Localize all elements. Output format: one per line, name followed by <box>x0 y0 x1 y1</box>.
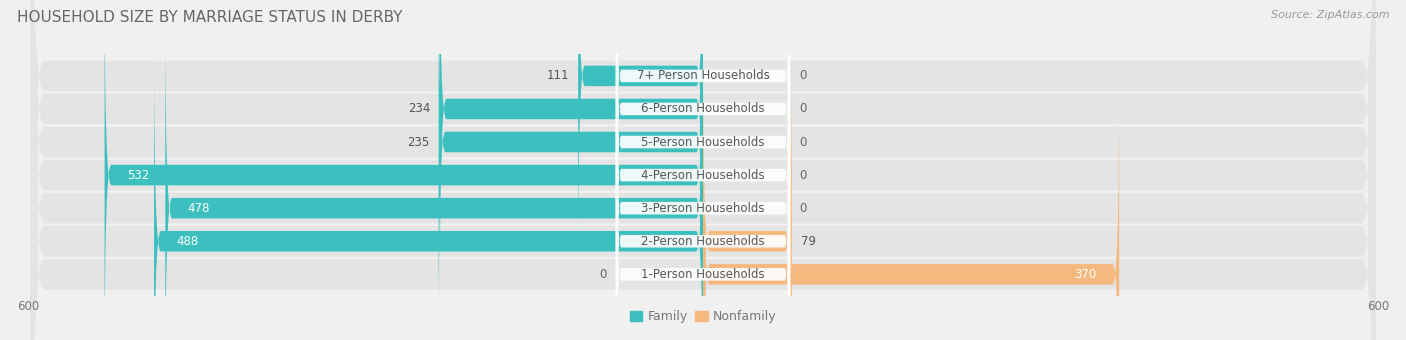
FancyBboxPatch shape <box>31 0 1375 340</box>
Text: 234: 234 <box>408 102 430 116</box>
Text: 3-Person Households: 3-Person Households <box>641 202 765 215</box>
Text: 79: 79 <box>801 235 815 248</box>
FancyBboxPatch shape <box>440 0 703 297</box>
FancyBboxPatch shape <box>703 53 792 340</box>
FancyBboxPatch shape <box>703 86 1119 340</box>
FancyBboxPatch shape <box>31 0 1375 340</box>
Text: 0: 0 <box>799 102 807 116</box>
FancyBboxPatch shape <box>578 0 703 264</box>
Text: 0: 0 <box>599 268 607 281</box>
FancyBboxPatch shape <box>616 115 790 340</box>
FancyBboxPatch shape <box>155 53 703 340</box>
Text: 7+ Person Households: 7+ Person Households <box>637 69 769 82</box>
FancyBboxPatch shape <box>104 0 703 340</box>
Text: 111: 111 <box>547 69 569 82</box>
Text: HOUSEHOLD SIZE BY MARRIAGE STATUS IN DERBY: HOUSEHOLD SIZE BY MARRIAGE STATUS IN DER… <box>17 10 402 25</box>
Text: 4-Person Households: 4-Person Households <box>641 169 765 182</box>
FancyBboxPatch shape <box>31 0 1375 340</box>
Text: 370: 370 <box>1074 268 1097 281</box>
FancyBboxPatch shape <box>166 20 703 340</box>
Text: 0: 0 <box>799 202 807 215</box>
FancyBboxPatch shape <box>31 0 1375 340</box>
FancyBboxPatch shape <box>616 0 790 268</box>
FancyBboxPatch shape <box>31 0 1375 340</box>
FancyBboxPatch shape <box>439 0 703 330</box>
FancyBboxPatch shape <box>616 0 790 235</box>
FancyBboxPatch shape <box>616 0 790 301</box>
Text: 488: 488 <box>177 235 198 248</box>
Text: 2-Person Households: 2-Person Households <box>641 235 765 248</box>
Text: 478: 478 <box>188 202 211 215</box>
Text: Source: ZipAtlas.com: Source: ZipAtlas.com <box>1271 10 1389 20</box>
Text: 1-Person Households: 1-Person Households <box>641 268 765 281</box>
FancyBboxPatch shape <box>31 0 1375 340</box>
Text: 0: 0 <box>799 69 807 82</box>
Text: 532: 532 <box>127 169 149 182</box>
Text: 235: 235 <box>408 136 430 149</box>
FancyBboxPatch shape <box>616 49 790 340</box>
Text: 0: 0 <box>799 169 807 182</box>
FancyBboxPatch shape <box>616 16 790 334</box>
Legend: Family, Nonfamily: Family, Nonfamily <box>624 305 782 328</box>
Text: 5-Person Households: 5-Person Households <box>641 136 765 149</box>
Text: 6-Person Households: 6-Person Households <box>641 102 765 116</box>
FancyBboxPatch shape <box>616 82 790 340</box>
FancyBboxPatch shape <box>31 0 1375 340</box>
Text: 0: 0 <box>799 136 807 149</box>
